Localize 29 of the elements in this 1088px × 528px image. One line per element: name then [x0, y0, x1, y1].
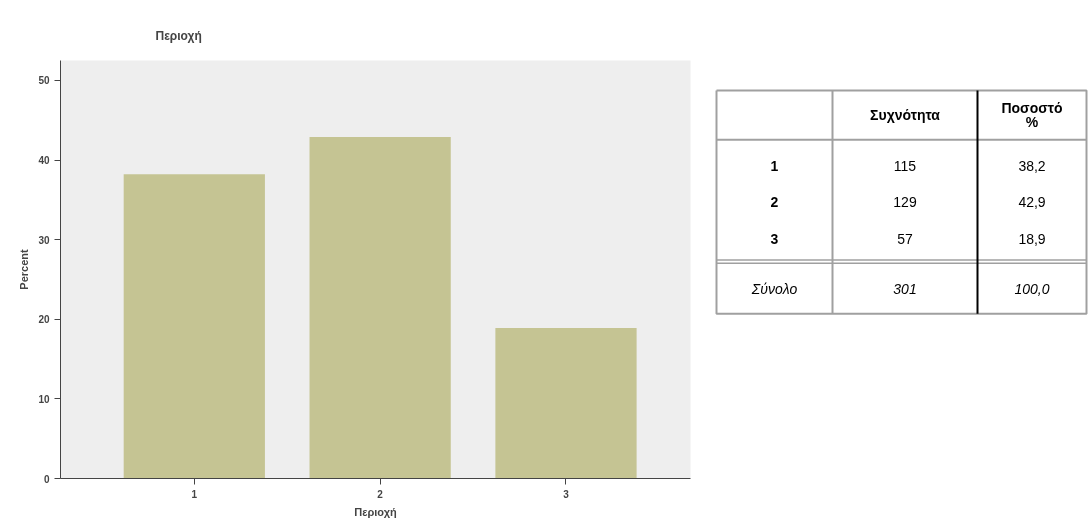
- data-label: 42,9: [1018, 194, 1046, 211]
- x-axis-title: Περιοχή: [354, 505, 397, 518]
- x-tick-label: 3: [563, 488, 570, 500]
- bar: [123, 174, 265, 479]
- x-tick-label: 2: [377, 488, 384, 500]
- data-label: 100,0: [1014, 280, 1050, 297]
- bar: [309, 136, 451, 479]
- x-tick-label: 1: [191, 488, 198, 500]
- y-tick-label: 40: [38, 155, 50, 167]
- y-tick-label: 20: [38, 314, 50, 326]
- bar: [495, 328, 637, 479]
- y-axis-title: Percent: [18, 248, 31, 290]
- category-label: 2: [770, 194, 779, 211]
- category-label: Σύνολο: [750, 280, 798, 297]
- data-label: 301: [893, 280, 917, 297]
- category-label: 3: [770, 230, 779, 247]
- category-label: 1: [770, 157, 779, 174]
- y-tick-label: 0: [43, 473, 50, 485]
- y-tick-label: 50: [38, 75, 50, 87]
- chart-title: Περιοχή: [155, 29, 202, 43]
- text: Συχνότητα: [870, 107, 941, 124]
- text: Ποσοστό %: [1001, 100, 1063, 131]
- y-tick-label: 30: [38, 234, 50, 246]
- data-label: 38,2: [1018, 157, 1046, 174]
- data-label: 18,9: [1018, 230, 1046, 247]
- y-tick-label: 10: [38, 393, 50, 405]
- data-label: 129: [893, 194, 917, 211]
- data-label: 115: [893, 157, 917, 174]
- data-label: 57: [897, 230, 913, 247]
